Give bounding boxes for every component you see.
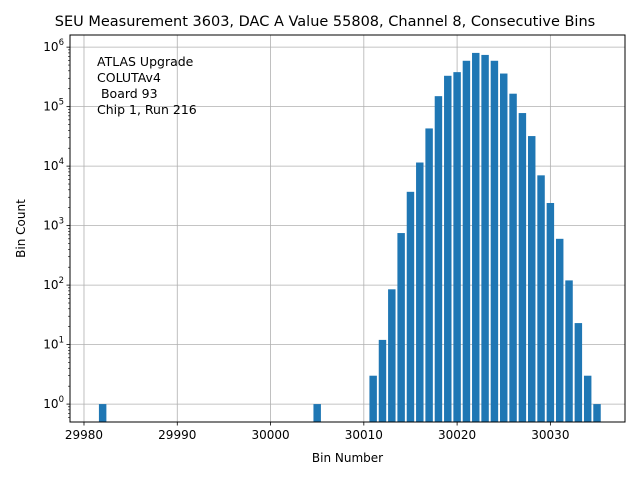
bar (444, 75, 452, 423)
bar (416, 162, 424, 423)
bar (546, 202, 555, 422)
x-tick-label: 30000 (251, 428, 289, 442)
annotation-line: ATLAS Upgrade (97, 54, 194, 69)
x-tick-label: 30030 (531, 428, 569, 442)
x-axis-label: Bin Number (312, 451, 383, 465)
bar (453, 72, 461, 422)
bars (98, 52, 601, 423)
x-tick-label: 30020 (438, 428, 476, 442)
bar (481, 54, 489, 423)
bar (583, 375, 592, 422)
bar (555, 238, 564, 422)
annotation-line: COLUTAv4 (97, 70, 161, 85)
bar (509, 93, 517, 422)
chart-title: SEU Measurement 3603, DAC A Value 55808,… (55, 14, 595, 30)
y-axis-label: Bin Count (14, 199, 28, 258)
bar (98, 404, 107, 422)
bar (378, 339, 387, 422)
bar (406, 191, 415, 422)
x-tick-label: 30010 (345, 428, 383, 442)
bar (462, 60, 471, 422)
bar (388, 289, 396, 422)
bar (593, 404, 601, 422)
annotation-line: Chip 1, Run 216 (97, 102, 197, 117)
bar (313, 404, 321, 422)
bar (518, 113, 527, 422)
annotation-line: Board 93 (97, 86, 158, 101)
bar (490, 60, 499, 422)
bar (369, 375, 377, 422)
bar (397, 233, 405, 422)
bar (425, 128, 433, 423)
bar (574, 323, 583, 422)
x-tick-label: 29980 (65, 428, 103, 442)
bar (537, 175, 545, 422)
x-tick-label: 29990 (158, 428, 196, 442)
bar (500, 73, 508, 422)
annotation: ATLAS Upgrade COLUTAv4 Board 93 Chip 1, … (97, 54, 197, 117)
x-axis: 29980 29990 30000 30010 30020 30030 (65, 422, 569, 442)
bar (565, 280, 573, 422)
bar (527, 136, 536, 422)
bar (472, 52, 480, 423)
bar (434, 96, 443, 423)
